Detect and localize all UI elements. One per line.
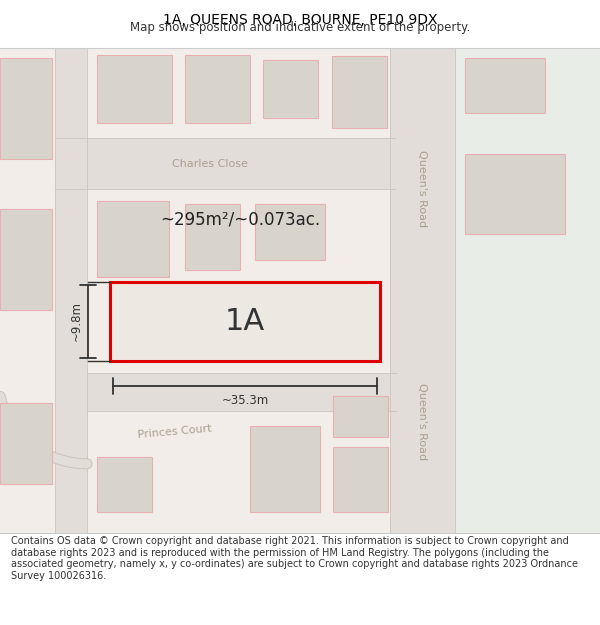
Bar	[55, 138, 395, 189]
Text: Princes Court: Princes Court	[137, 423, 212, 439]
Bar	[185, 54, 250, 123]
Bar	[333, 396, 388, 436]
Bar	[110, 282, 380, 361]
Bar	[465, 58, 545, 113]
Bar	[97, 54, 172, 123]
Bar	[255, 204, 325, 260]
Bar	[263, 59, 318, 118]
Text: 1A: 1A	[225, 307, 265, 336]
Text: Contains OS data © Crown copyright and database right 2021. This information is : Contains OS data © Crown copyright and d…	[11, 536, 578, 581]
Bar	[0, 403, 52, 484]
Text: ~9.8m: ~9.8m	[70, 301, 83, 341]
Bar	[333, 447, 388, 512]
Bar	[97, 201, 169, 277]
Bar	[0, 58, 52, 159]
Bar	[0, 209, 52, 310]
Text: Queen's Road: Queen's Road	[417, 382, 427, 460]
Text: Queen's Road: Queen's Road	[417, 151, 427, 228]
Bar	[97, 457, 152, 512]
Bar	[455, 48, 600, 532]
Bar	[250, 426, 320, 512]
Text: ~35.3m: ~35.3m	[221, 394, 269, 407]
Bar	[87, 373, 397, 411]
Bar	[55, 48, 87, 532]
Text: ~295m²/~0.073ac.: ~295m²/~0.073ac.	[160, 210, 320, 228]
Text: Map shows position and indicative extent of the property.: Map shows position and indicative extent…	[130, 21, 470, 34]
Bar	[390, 48, 455, 532]
Text: 1A, QUEENS ROAD, BOURNE, PE10 9DX: 1A, QUEENS ROAD, BOURNE, PE10 9DX	[163, 13, 437, 28]
Bar	[465, 154, 565, 234]
Bar	[332, 56, 387, 128]
Bar	[185, 204, 240, 270]
Text: Charles Close: Charles Close	[172, 159, 248, 169]
